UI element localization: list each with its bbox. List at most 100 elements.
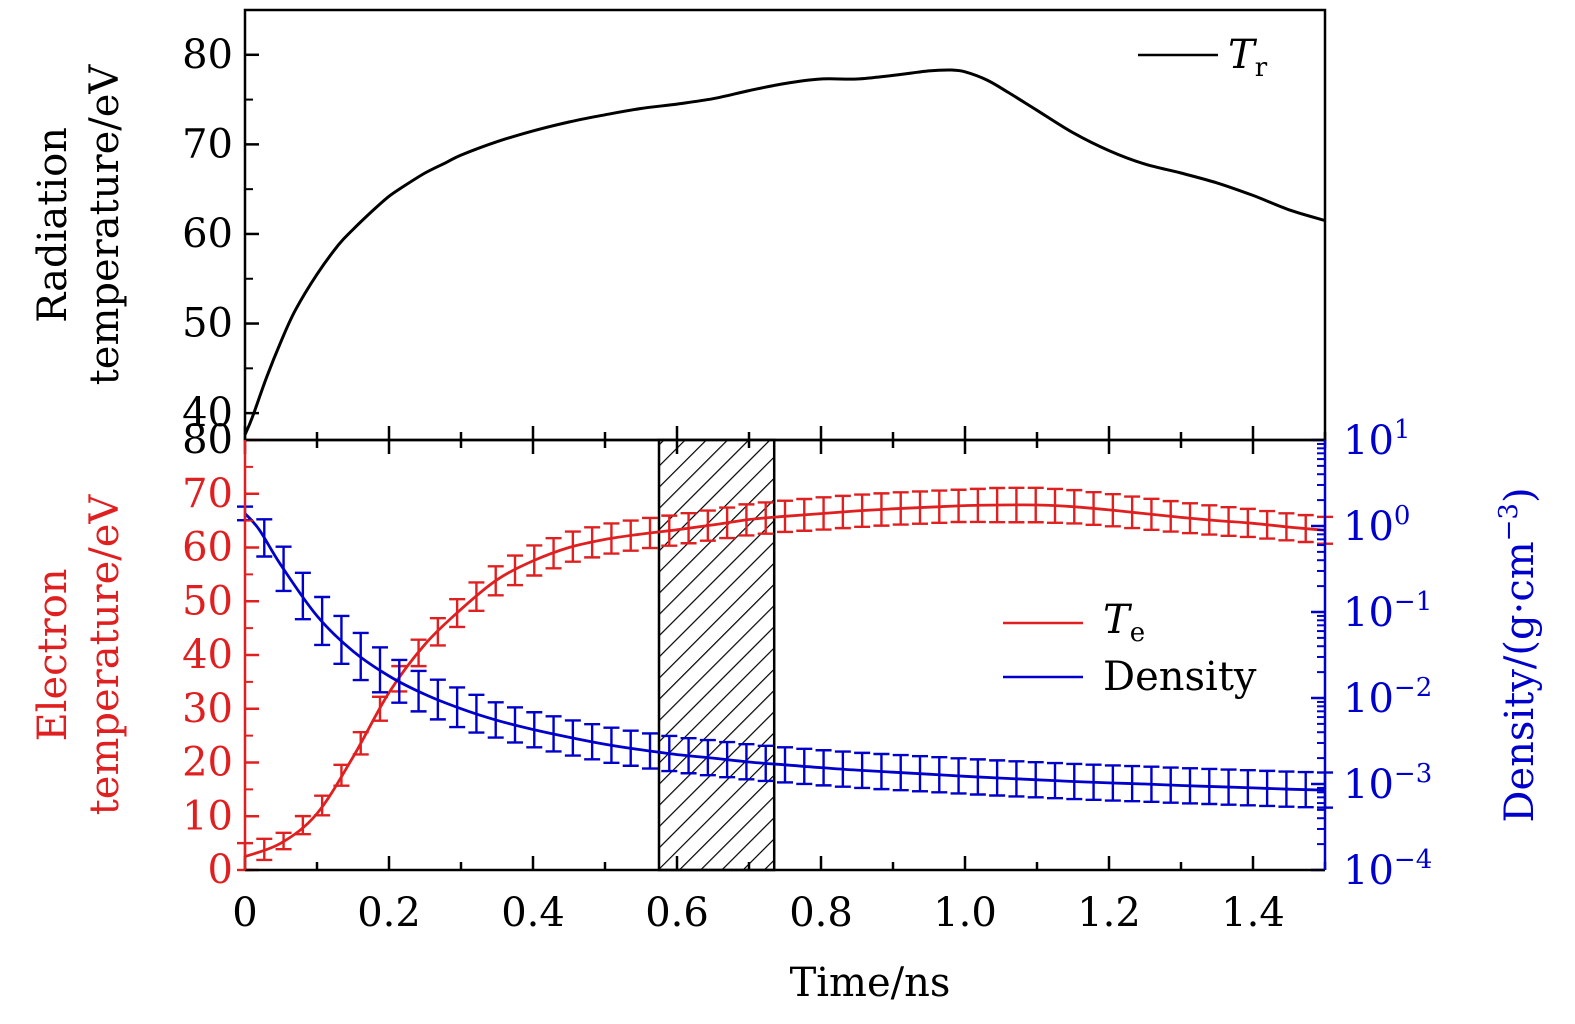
left-y-tick-label: 70	[182, 471, 233, 517]
temperature-error-bar	[1124, 495, 1141, 530]
temperature-error-bar	[275, 831, 292, 851]
density-error-bar	[1162, 766, 1179, 804]
top-y-tick-label: 80	[182, 32, 233, 78]
temperature-error-bar	[854, 493, 871, 528]
density-error-bar	[1278, 770, 1295, 808]
density-error-bar	[1182, 767, 1198, 805]
density-error-bar	[757, 744, 774, 783]
temperature-error-bar	[1278, 512, 1295, 542]
density-error-bar	[352, 631, 369, 682]
temperature-error-bar	[449, 597, 466, 629]
left-y-tick-label: 20	[182, 740, 233, 786]
temperature-error-bar	[352, 731, 369, 756]
density-error-bar	[950, 757, 967, 795]
left-y-tick-label: 50	[182, 578, 233, 624]
density-error-bar	[1259, 769, 1276, 808]
temperature-error-bar	[1297, 513, 1314, 544]
density-error-bar	[738, 743, 755, 781]
legend-temperature-label: Te	[1103, 597, 1145, 648]
density-error-bar	[931, 756, 948, 794]
density-error-bar	[1143, 765, 1160, 804]
temperature-error-bar	[507, 554, 523, 587]
right-y-tick-label: 10−3	[1343, 759, 1432, 808]
bottom-panel: 0 10 20 30 40 50 60 70 80 101 100 10−1 10−2 10−3 10−4…	[30, 415, 1543, 1006]
density-error-bar	[854, 751, 871, 790]
temperature-error-bar	[333, 763, 350, 787]
temperature-error-bar	[969, 487, 986, 524]
bottom-left-axis-label-line-2: temperature/eV	[82, 494, 128, 816]
temperature-error-bar	[1085, 490, 1102, 527]
density-error-bar	[468, 693, 485, 734]
density-layer	[237, 505, 1333, 809]
temperature-error-bar	[796, 497, 813, 532]
density-error-bar	[507, 706, 523, 744]
bottom-left-axis-label-line-1: Electron	[30, 568, 76, 741]
density-error-bar	[1220, 768, 1237, 806]
temperature-error-bar	[989, 486, 1006, 524]
bottom-left-y-ticks: 0 10 20 30 40 50 60 70 80	[182, 417, 259, 893]
temperature-error-bar	[738, 503, 755, 537]
temperature-error-bar	[564, 530, 581, 563]
density-error-bar	[1201, 767, 1218, 806]
density-error-bar	[1066, 762, 1083, 801]
temperature-error-bar	[757, 501, 774, 535]
density-error-bar	[1297, 770, 1314, 809]
density-error-bar	[410, 669, 427, 713]
temperature-error-bar	[1143, 497, 1160, 532]
left-y-tick-label: 40	[182, 632, 233, 678]
temperature-error-bar	[680, 511, 697, 545]
temperature-error-bar	[950, 488, 967, 524]
density-error-bar	[912, 754, 928, 793]
temperature-error-bar	[1162, 499, 1179, 533]
x-axis-label: Time/ns	[790, 960, 951, 1006]
top-legend-label: Tr	[1228, 32, 1268, 83]
density-error-bar	[989, 759, 1006, 797]
density-error-bar	[892, 753, 909, 792]
radiation-temperature-line	[243, 68, 1326, 436]
density-error-bar	[603, 726, 620, 764]
density-error-bar	[314, 595, 331, 647]
top-y-tick-label: 50	[182, 301, 233, 347]
temperature-error-bar	[892, 491, 909, 526]
top-y-tick-label: 60	[182, 211, 233, 257]
density-error-bar	[699, 738, 716, 777]
density-error-bar	[1047, 761, 1063, 800]
temperature-error-bar	[642, 516, 658, 550]
temperature-error-bar	[1027, 486, 1044, 524]
density-error-bar	[622, 729, 639, 767]
shaded-hatched-region	[657, 438, 776, 872]
temperature-error-bar	[526, 544, 543, 577]
density-error-bar	[564, 719, 581, 757]
density-error-bar	[449, 686, 466, 729]
right-axis-label: Density/(g·cm−3)	[1494, 487, 1543, 822]
top-y-tick-label: 70	[182, 121, 233, 167]
density-line	[243, 512, 1326, 792]
density-error-bar	[256, 518, 273, 558]
x-tick-label: 1.4	[1221, 890, 1285, 936]
density-error-bar	[545, 715, 562, 753]
legend-density-label: Density	[1103, 654, 1257, 700]
temperature-error-bar	[256, 837, 273, 862]
top-plot-frame	[243, 8, 1327, 442]
x-tick-label: 0.6	[645, 890, 709, 936]
right-y-tick-label: 100	[1343, 501, 1410, 550]
density-error-bar	[429, 678, 446, 721]
top-y-ticks: 40 50 60 70 80	[182, 9, 259, 436]
density-error-bar	[1008, 760, 1025, 798]
left-y-tick-label: 30	[182, 686, 233, 732]
density-error-bar	[661, 734, 678, 773]
density-error-bar	[487, 701, 504, 739]
temperature-error-bar	[699, 509, 716, 542]
density-error-bar	[1124, 764, 1141, 803]
density-error-bar	[391, 658, 408, 704]
density-error-bar	[526, 711, 543, 749]
temperature-error-bar	[931, 489, 948, 525]
temperature-error-bar	[719, 506, 736, 540]
density-error-bar	[796, 747, 813, 786]
temperature-error-bar	[815, 496, 832, 531]
top-y-axis-label-line-1: Radiation	[30, 127, 76, 323]
temperature-error-bar	[468, 581, 485, 613]
density-error-bar	[372, 646, 388, 694]
density-error-bar	[1104, 764, 1121, 802]
